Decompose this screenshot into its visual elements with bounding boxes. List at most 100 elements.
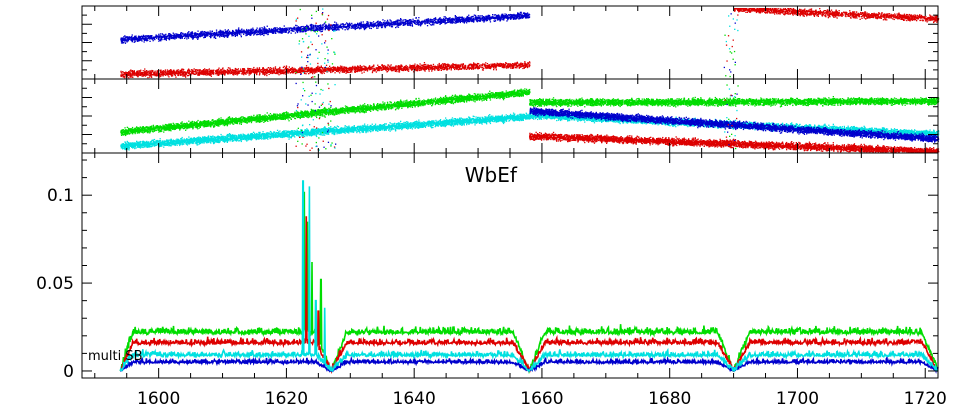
- data-point: [290, 27, 293, 29]
- data-point: [279, 32, 282, 34]
- data-point: [389, 23, 391, 25]
- data-point: [321, 30, 323, 32]
- data-point: [390, 24, 392, 26]
- data-point: [371, 23, 373, 26]
- data-point: [299, 26, 301, 29]
- data-point: [464, 67, 467, 69]
- data-point: [323, 72, 325, 74]
- data-point: [442, 21, 444, 23]
- data-point: [305, 29, 307, 31]
- data-point: [397, 19, 400, 21]
- data-point: [178, 37, 180, 39]
- data-point: [217, 34, 220, 36]
- data-point: [437, 18, 440, 20]
- data-point: [453, 22, 455, 24]
- data-point: [121, 73, 123, 75]
- data-point: [297, 31, 299, 33]
- data-point: [395, 26, 397, 29]
- data-point: [431, 19, 433, 21]
- data-point: [300, 26, 302, 28]
- data-point: [524, 13, 526, 16]
- data-point: [525, 12, 527, 15]
- data-point: [497, 17, 499, 19]
- data-point: [324, 22, 326, 24]
- data-point: [193, 32, 195, 34]
- data-point: [171, 37, 173, 40]
- data-point: [191, 36, 194, 38]
- data-point: [337, 23, 339, 26]
- data-point: [240, 36, 242, 38]
- data-point: [514, 17, 516, 19]
- data-point: [201, 31, 203, 34]
- data-point: [449, 20, 452, 22]
- data-point: [203, 33, 205, 36]
- data-point: [175, 33, 177, 35]
- data-point: [355, 25, 357, 27]
- data-point: [448, 18, 450, 20]
- data-point: [502, 13, 504, 15]
- data-point: [261, 27, 263, 29]
- data-point: [497, 19, 499, 21]
- data-point: [315, 27, 317, 29]
- data-point: [194, 33, 197, 35]
- data-point: [457, 18, 459, 20]
- data-point: [198, 69, 200, 71]
- data-point: [317, 26, 319, 28]
- data-point: [374, 25, 376, 27]
- data-point: [429, 20, 431, 23]
- data-point: [510, 15, 512, 17]
- data-point: [339, 25, 341, 28]
- data-point: [467, 19, 469, 21]
- data-point: [392, 21, 394, 23]
- data-point: [476, 18, 478, 20]
- data-point: [390, 26, 393, 28]
- data-point: [391, 26, 394, 28]
- data-point: [382, 19, 384, 21]
- data-point: [206, 35, 208, 37]
- data-point: [342, 28, 344, 30]
- data-point: [215, 37, 217, 39]
- data-point: [403, 19, 405, 21]
- data-point: [236, 29, 238, 31]
- data-point: [238, 27, 240, 29]
- data-point: [228, 69, 230, 72]
- data-point: [353, 27, 355, 29]
- data-point: [440, 20, 443, 22]
- data-point: [271, 29, 273, 31]
- data-point: [522, 17, 524, 19]
- data-point: [196, 69, 199, 71]
- data-point: [186, 38, 188, 40]
- data-point: [381, 26, 383, 29]
- data-point: [367, 25, 369, 28]
- data-point: [460, 63, 462, 65]
- data-point: [328, 28, 331, 30]
- data-point: [314, 25, 316, 27]
- data-point: [390, 20, 392, 22]
- data-point: [227, 33, 229, 35]
- data-point: [316, 28, 318, 31]
- data-point: [340, 23, 342, 25]
- data-point: [446, 19, 448, 21]
- data-point: [284, 28, 286, 30]
- data-point: [383, 23, 385, 25]
- data-point: [337, 26, 339, 28]
- data-point: [253, 66, 255, 69]
- data-point: [218, 67, 220, 69]
- data-point: [312, 73, 314, 75]
- data-point: [451, 22, 453, 24]
- data-point: [356, 27, 358, 29]
- data-point: [436, 19, 438, 21]
- data-point: [188, 35, 190, 37]
- data-point: [322, 24, 324, 26]
- data-point: [403, 24, 405, 26]
- data-point: [267, 33, 269, 36]
- data-point: [127, 37, 129, 39]
- data-point: [129, 38, 131, 40]
- data-point: [180, 32, 182, 34]
- data-point: [144, 68, 146, 70]
- data-point: [413, 20, 415, 22]
- data-point: [488, 18, 490, 20]
- data-point: [466, 19, 468, 21]
- data-point: [163, 38, 165, 41]
- data-point: [247, 33, 249, 35]
